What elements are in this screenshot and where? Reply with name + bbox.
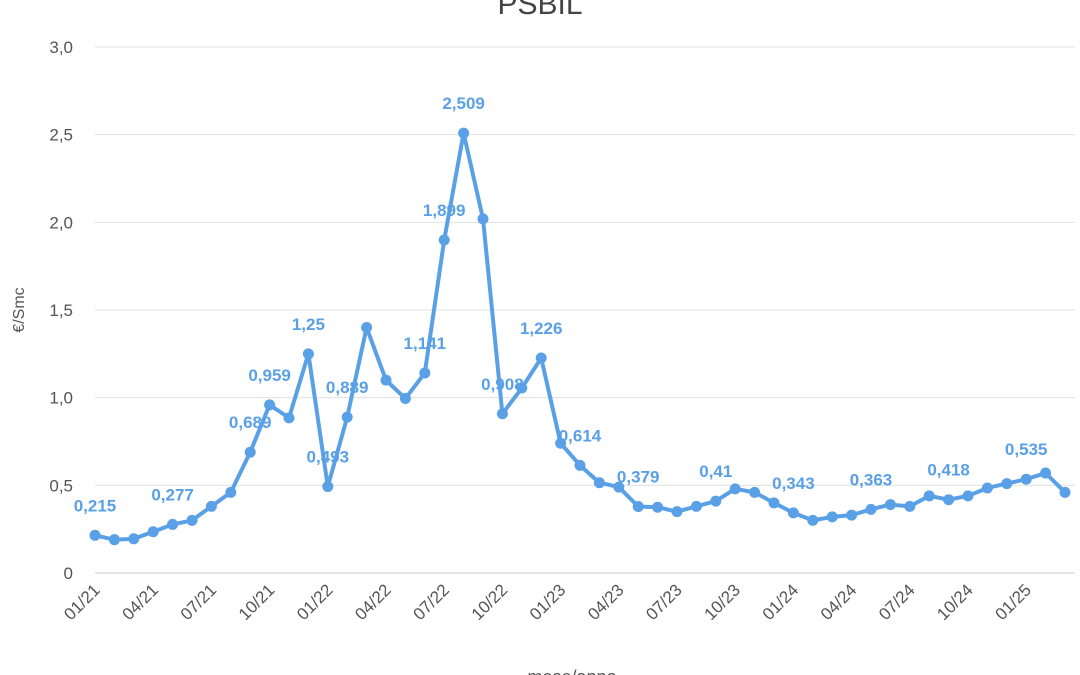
point — [652, 501, 664, 513]
point — [962, 490, 974, 502]
point — [768, 497, 780, 509]
value-label: 0,379 — [617, 468, 660, 487]
point — [458, 127, 470, 139]
x-tick-label: 04/24 — [817, 580, 861, 624]
point — [1001, 478, 1013, 490]
value-label: 0,215 — [74, 496, 117, 515]
point — [613, 481, 625, 493]
value-label: 0,535 — [1005, 440, 1048, 459]
x-tick-label: 01/24 — [759, 580, 803, 624]
x-axis-label: mese/anno — [527, 667, 616, 675]
y-tick-label: 1,5 — [49, 301, 73, 320]
x-tick-label: 10/24 — [933, 580, 977, 624]
x-tick-label: 04/22 — [351, 580, 395, 624]
x-tick-label: 10/21 — [235, 580, 279, 624]
x-tick-label: 07/22 — [410, 580, 454, 624]
value-label: 0,689 — [229, 413, 272, 432]
point — [923, 490, 935, 502]
y-tick-label: 0 — [64, 564, 73, 583]
point — [1040, 467, 1052, 479]
y-tick-label: 2,5 — [49, 126, 73, 145]
point — [341, 411, 353, 423]
x-tick-label: 01/25 — [992, 580, 1036, 624]
point — [729, 483, 741, 495]
value-label: 0,614 — [559, 426, 602, 445]
point — [516, 382, 528, 394]
point — [89, 529, 101, 541]
point — [361, 322, 373, 334]
point — [943, 494, 955, 506]
point — [690, 500, 702, 512]
value-label: 0,343 — [772, 474, 815, 493]
point — [108, 534, 120, 546]
point — [535, 352, 547, 364]
value-label: 0,277 — [151, 485, 194, 504]
value-label: 1,141 — [404, 334, 447, 353]
point — [981, 482, 993, 494]
x-tick-label: 07/24 — [875, 580, 919, 624]
point — [380, 374, 392, 386]
x-tick-label: 01/22 — [293, 580, 337, 624]
value-label: 1,226 — [520, 319, 563, 338]
value-label: 0,493 — [307, 448, 350, 467]
point — [225, 486, 237, 498]
point — [671, 506, 683, 518]
point — [846, 509, 858, 521]
value-label: 0,41 — [699, 462, 732, 481]
value-label: 2,509 — [442, 94, 485, 113]
point — [399, 393, 411, 405]
point — [904, 500, 916, 512]
value-label: 0,959 — [248, 366, 291, 385]
x-tick-label: 01/23 — [526, 580, 570, 624]
point — [574, 459, 586, 471]
point — [147, 526, 159, 538]
point — [283, 412, 295, 424]
point — [826, 511, 838, 523]
y-tick-label: 2,0 — [49, 213, 73, 232]
x-tick-label: 07/21 — [177, 580, 221, 624]
point — [186, 514, 198, 526]
value-label: 0,363 — [850, 470, 893, 489]
point — [438, 234, 450, 246]
point — [264, 399, 276, 411]
line — [94, 131, 1067, 542]
x-tick-label: 04/23 — [584, 580, 628, 624]
y-tick-label: 3,0 — [49, 38, 73, 57]
point — [322, 481, 334, 493]
point — [884, 499, 896, 511]
x-tick-label: 10/22 — [468, 580, 512, 624]
point — [632, 501, 644, 513]
point — [749, 486, 761, 498]
x-tick-label: 01/21 — [60, 580, 104, 624]
value-label: 0,908 — [481, 375, 524, 394]
point — [167, 518, 179, 530]
point — [865, 503, 877, 515]
point — [477, 213, 489, 225]
chart-title: PSBIL — [497, 0, 582, 21]
x-tick-label: 07/23 — [642, 580, 686, 624]
point — [787, 507, 799, 519]
point — [710, 495, 722, 507]
point — [593, 477, 605, 489]
value-label: 0,418 — [927, 461, 970, 480]
y-axis-label: €/Smc — [11, 287, 28, 332]
y-tick-label: 0,5 — [49, 476, 73, 495]
x-tick-label: 10/23 — [701, 580, 745, 624]
point — [555, 437, 567, 449]
y-tick-label: 1,0 — [49, 389, 73, 408]
point — [128, 533, 140, 545]
point — [302, 348, 314, 360]
point — [205, 500, 217, 512]
x-tick-label: 04/21 — [119, 580, 163, 624]
value-label: 1,25 — [292, 315, 325, 334]
value-label: 0,889 — [326, 378, 369, 397]
point — [419, 367, 431, 379]
point — [1059, 486, 1071, 498]
point — [244, 446, 256, 458]
point — [496, 408, 508, 420]
point — [807, 514, 819, 526]
point — [1020, 473, 1032, 485]
value-label: 1,899 — [423, 201, 466, 220]
